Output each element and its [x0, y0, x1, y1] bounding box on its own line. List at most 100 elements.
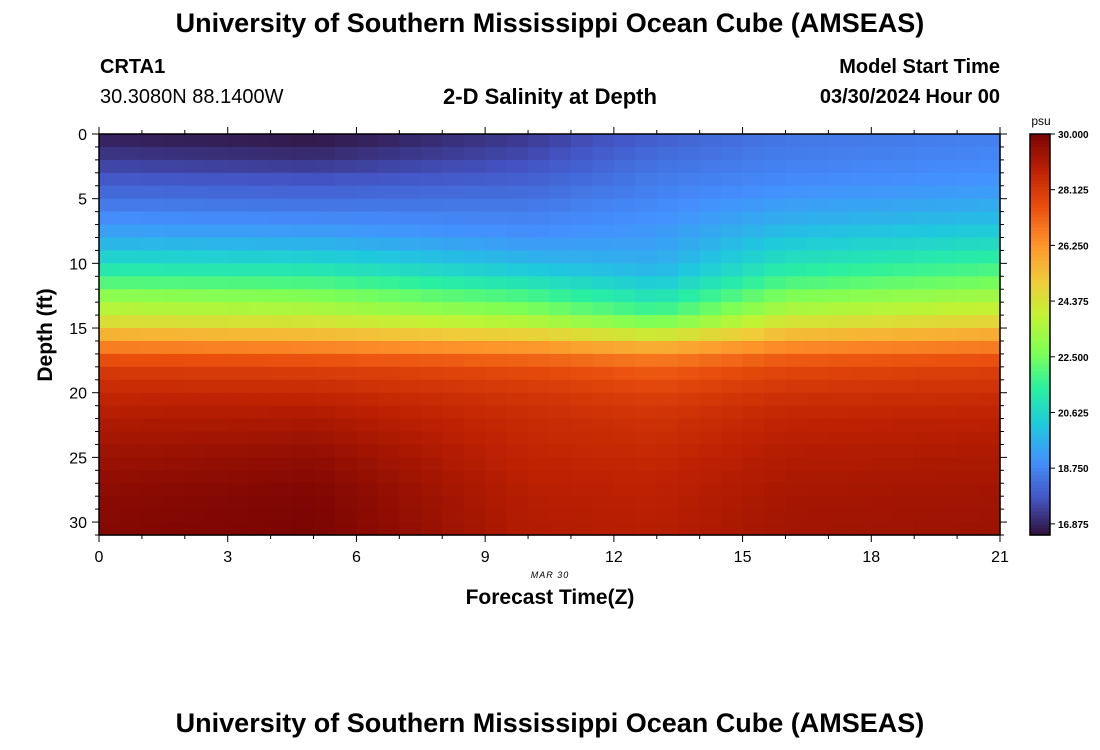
heatmap-cell [914, 146, 937, 161]
colorbar-tick-label: 22.500 [1058, 353, 1089, 364]
heatmap-cell [334, 483, 358, 497]
heatmap-cell [592, 172, 615, 187]
heatmap-cell [463, 198, 486, 213]
heatmap-cell [206, 185, 229, 200]
heatmap-cell [871, 457, 894, 471]
heatmap-cell [892, 211, 915, 226]
heatmap-cell [399, 159, 422, 174]
heatmap-cell [549, 211, 572, 226]
heatmap-cell [249, 276, 272, 290]
heatmap-cell [849, 431, 872, 446]
heatmap-cell [313, 263, 336, 277]
heatmap-cell [549, 237, 572, 252]
heatmap-cell [442, 134, 465, 148]
heatmap-cell [141, 289, 164, 303]
heatmap-cell [356, 211, 379, 226]
heatmap-cell [742, 379, 765, 394]
heatmap-cell [592, 431, 615, 446]
heatmap-cell [828, 509, 851, 523]
heatmap-cell [270, 198, 293, 213]
heatmap-cell [528, 250, 551, 264]
heatmap-cell [935, 146, 958, 161]
heatmap-cell [506, 392, 529, 407]
heatmap-cell [270, 379, 293, 394]
heatmap-cell [570, 444, 594, 458]
colorbar-tick-label: 24.375 [1058, 297, 1089, 308]
heatmap-cell [292, 159, 315, 174]
heatmap-cell [442, 250, 465, 264]
heatmap-cell [764, 379, 787, 394]
colorbar-segment [1030, 411, 1050, 416]
heatmap-cell [613, 509, 636, 523]
heatmap-cell [699, 431, 722, 446]
heatmap-cell [570, 366, 594, 381]
heatmap-cell [270, 315, 293, 329]
heatmap-cell [849, 185, 872, 200]
colorbar-segment [1030, 297, 1050, 302]
heatmap-cell [656, 237, 679, 252]
heatmap-cell [742, 444, 765, 458]
heatmap-cell [785, 340, 808, 355]
heatmap-cell [184, 418, 207, 433]
heatmap-cell [334, 457, 358, 471]
heatmap-cell [249, 483, 272, 497]
heatmap-cell [656, 224, 679, 239]
heatmap-cell [163, 172, 186, 187]
heatmap-cell [549, 328, 572, 342]
heatmap-cell [313, 496, 336, 510]
heatmap-cell [699, 172, 722, 187]
heatmap-cell [442, 185, 465, 200]
heatmap-cell [742, 328, 765, 342]
heatmap-cell [613, 237, 636, 252]
heatmap-cell [99, 276, 122, 290]
heatmap-cell [356, 379, 379, 394]
heatmap-cell [528, 418, 551, 433]
heatmap-cell [935, 224, 958, 239]
heatmap-cell [249, 431, 272, 446]
heatmap-cell [249, 302, 272, 316]
heatmap-cell [99, 509, 122, 523]
heatmap-cell [635, 392, 658, 407]
heatmap-cell [528, 328, 551, 342]
heatmap-cell [849, 198, 872, 213]
heatmap-cell [442, 224, 465, 239]
heatmap-cell [914, 522, 937, 536]
heatmap-cell [613, 366, 636, 381]
colorbar-segment [1030, 464, 1050, 469]
heatmap-cell [678, 276, 701, 290]
heatmap-cell [463, 289, 486, 303]
heatmap-cell [742, 211, 765, 226]
heatmap-cell [892, 483, 915, 497]
heatmap-cell [592, 276, 615, 290]
heatmap-cell [978, 509, 1001, 523]
heatmap-cell [356, 405, 379, 420]
heatmap-cell [120, 263, 143, 277]
heatmap-cell [292, 470, 315, 484]
heatmap-cell [249, 509, 272, 523]
colorbar-segment [1030, 167, 1050, 172]
heatmap-cell [356, 366, 379, 381]
heatmap-cell [592, 353, 615, 368]
heatmap-cell [506, 198, 529, 213]
heatmap-cell [292, 276, 315, 290]
heatmap-cell [399, 302, 422, 316]
colorbar-segment [1030, 454, 1050, 459]
heatmap-cell [764, 353, 787, 368]
heatmap-cell [871, 509, 894, 523]
colorbar-segment [1030, 404, 1050, 409]
heatmap-cell [270, 509, 293, 523]
heatmap-cell [528, 431, 551, 446]
heatmap-cell [570, 522, 594, 536]
heatmap-cell [227, 198, 250, 213]
heatmap-cell [849, 276, 872, 290]
x-tick-label: 21 [991, 549, 1009, 566]
colorbar-segment [1030, 170, 1050, 175]
colorbar-segment [1030, 478, 1050, 483]
heatmap-cell [292, 353, 315, 368]
heatmap-cell [334, 328, 358, 342]
heatmap-cell [463, 496, 486, 510]
heatmap-cell [270, 392, 293, 407]
heatmap-cell [120, 237, 143, 252]
heatmap-cell [871, 159, 894, 174]
heatmap-cell [270, 483, 293, 497]
